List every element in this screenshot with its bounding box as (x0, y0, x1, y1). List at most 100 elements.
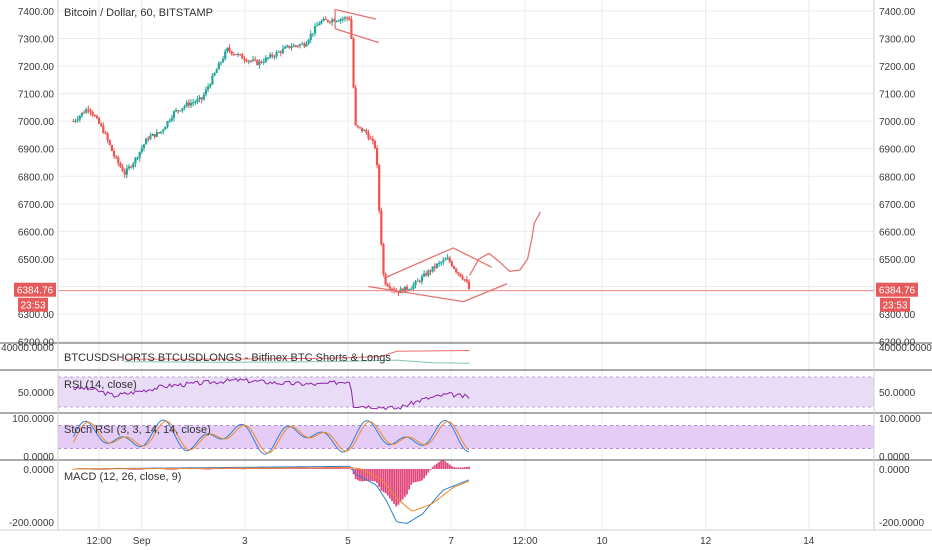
candle[interactable] (232, 52, 235, 57)
candle[interactable] (331, 17, 334, 26)
candle[interactable] (328, 20, 332, 25)
candle[interactable] (104, 131, 107, 135)
time-axis[interactable]: 12:00 Sep 3 5 7 12:00 10 12 14 (87, 536, 815, 547)
candle[interactable] (102, 122, 105, 134)
stoch-rsi-pane[interactable] (58, 419, 874, 455)
candle[interactable] (168, 118, 171, 123)
candle[interactable] (358, 126, 362, 130)
candle[interactable] (157, 131, 161, 135)
candle[interactable] (286, 44, 289, 48)
candle[interactable] (230, 50, 233, 56)
candle[interactable] (258, 59, 261, 69)
price-pane[interactable] (58, 15, 874, 297)
candle[interactable] (164, 126, 167, 130)
candle[interactable] (198, 94, 201, 103)
candle[interactable] (183, 104, 186, 111)
candle[interactable] (326, 19, 329, 23)
candle[interactable] (204, 86, 208, 97)
candle[interactable] (410, 286, 413, 290)
candle[interactable] (172, 110, 175, 122)
candle[interactable] (185, 100, 188, 108)
candle[interactable] (316, 21, 319, 27)
candle[interactable] (303, 41, 306, 49)
candle[interactable] (341, 16, 344, 23)
candle[interactable] (166, 120, 169, 129)
candle[interactable] (380, 207, 383, 247)
macd-pane[interactable] (72, 460, 470, 524)
candle[interactable] (422, 270, 426, 278)
candle[interactable] (209, 83, 212, 89)
candle[interactable] (221, 55, 225, 64)
candle[interactable] (89, 108, 92, 116)
candle[interactable] (260, 60, 263, 64)
candle[interactable] (373, 139, 377, 150)
candle[interactable] (433, 263, 436, 272)
candle[interactable] (187, 98, 190, 109)
candle[interactable] (294, 44, 297, 48)
right-price-axis[interactable]: 7400.00 7300.00 7200.00 7100.00 7000.00 6900.… (876, 7, 932, 529)
candle[interactable] (95, 114, 99, 119)
candle[interactable] (440, 261, 443, 266)
candle[interactable] (446, 253, 449, 260)
candle[interactable] (435, 263, 439, 270)
candle[interactable] (219, 61, 223, 66)
candle[interactable] (452, 265, 456, 270)
candle[interactable] (333, 18, 336, 22)
candle[interactable] (324, 16, 327, 20)
candle[interactable] (97, 116, 101, 125)
candle[interactable] (414, 280, 417, 289)
candle[interactable] (247, 59, 250, 65)
candle[interactable] (275, 50, 278, 59)
candle[interactable] (249, 59, 252, 64)
candle[interactable] (339, 17, 342, 24)
candle[interactable] (177, 109, 180, 114)
candle[interactable] (189, 99, 193, 109)
candle[interactable] (224, 49, 227, 61)
candle[interactable] (283, 45, 287, 50)
candle[interactable] (80, 112, 84, 118)
candle[interactable] (386, 282, 389, 288)
candle[interactable] (403, 286, 406, 293)
candle[interactable] (307, 38, 310, 46)
candle[interactable] (367, 129, 370, 141)
candle[interactable] (431, 266, 434, 273)
candle[interactable] (251, 55, 255, 63)
candle[interactable] (159, 131, 163, 135)
candle[interactable] (145, 137, 148, 145)
candle[interactable] (234, 54, 238, 56)
candle[interactable] (194, 99, 197, 106)
candle[interactable] (170, 114, 173, 123)
candle[interactable] (459, 273, 462, 278)
candle[interactable] (444, 257, 447, 261)
candle[interactable] (350, 15, 353, 40)
candle[interactable] (313, 22, 317, 37)
candle[interactable] (243, 56, 246, 64)
candle[interactable] (418, 279, 421, 284)
candle[interactable] (365, 128, 368, 135)
candle[interactable] (427, 269, 430, 277)
candle[interactable] (215, 68, 218, 74)
candle[interactable] (296, 44, 300, 49)
candle[interactable] (241, 52, 244, 60)
candle[interactable] (147, 135, 150, 142)
candle[interactable] (463, 279, 466, 282)
candle[interactable] (425, 270, 428, 277)
candle[interactable] (236, 52, 240, 58)
candle[interactable] (239, 53, 242, 56)
candle[interactable] (174, 107, 178, 113)
candle[interactable] (155, 128, 158, 138)
candle[interactable] (74, 118, 77, 124)
candle[interactable] (87, 105, 90, 114)
candle[interactable] (112, 148, 116, 159)
candle[interactable] (138, 151, 141, 162)
candle[interactable] (322, 16, 325, 22)
candle[interactable] (151, 133, 154, 136)
candle[interactable] (442, 257, 445, 266)
candle[interactable] (448, 256, 451, 264)
candle[interactable] (162, 128, 165, 135)
candle[interactable] (119, 161, 122, 168)
candle[interactable] (461, 274, 464, 281)
candle[interactable] (264, 54, 267, 64)
candle[interactable] (202, 92, 205, 101)
candle[interactable] (305, 40, 308, 47)
